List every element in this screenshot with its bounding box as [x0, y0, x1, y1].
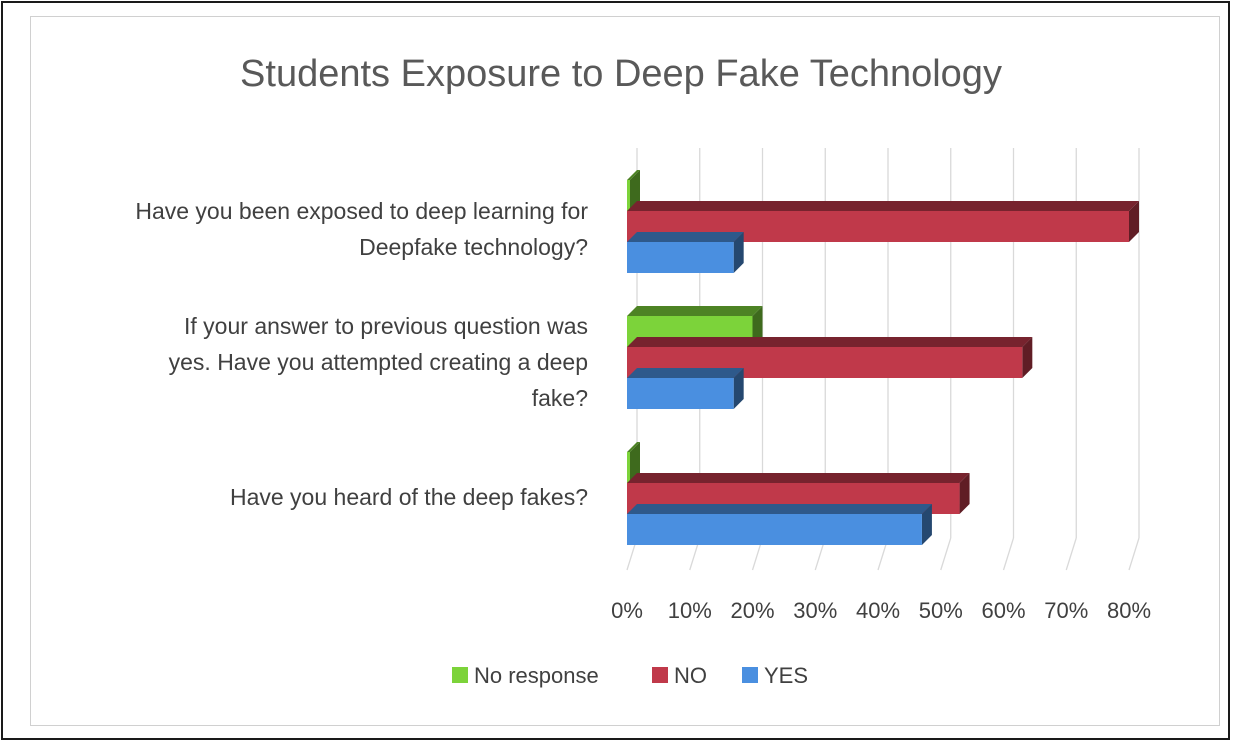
x-tick-label: 30%	[793, 598, 837, 623]
floor-gridline	[1002, 537, 1015, 571]
x-axis-ticks: 0% 10% 20% 30% 40% 50% 60% 70% 80%	[611, 598, 1151, 623]
floor-gridline	[1065, 537, 1077, 571]
bar-no-response	[627, 442, 640, 483]
x-tick-label: 20%	[730, 598, 774, 623]
x-tick-label: 0%	[611, 598, 643, 623]
legend-swatch	[652, 667, 668, 683]
legend-item: No response	[452, 663, 599, 688]
chart-area	[30, 16, 1220, 726]
category-labels: Have you been exposed to deep learning f…	[135, 198, 588, 510]
category-label: yes. Have you attempted creating a deep	[169, 349, 588, 375]
bar-yes	[627, 504, 932, 545]
category-label: If your answer to previous question was	[184, 313, 588, 339]
x-tick-label: 10%	[668, 598, 712, 623]
category-label: Have you been exposed to deep learning f…	[135, 198, 588, 224]
legend-label: NO	[674, 663, 707, 688]
category-label: fake?	[532, 385, 588, 411]
x-tick-label: 80%	[1107, 598, 1151, 623]
chart-title: Students Exposure to Deep Fake Technolog…	[240, 53, 1002, 95]
category-label: Deepfake technology?	[359, 234, 588, 260]
legend-label: No response	[474, 663, 599, 688]
legend: No response NO YES	[452, 663, 808, 688]
legend-item: YES	[742, 663, 808, 688]
bar-no-response	[627, 170, 640, 211]
x-tick-label: 60%	[981, 598, 1025, 623]
bar-yes	[627, 368, 744, 409]
legend-label: YES	[764, 663, 808, 688]
floor-gridline	[1128, 537, 1140, 571]
category-label: Have you heard of the deep fakes?	[230, 484, 588, 510]
bar-layer	[627, 170, 1139, 545]
bar-no	[627, 201, 1139, 242]
x-tick-label: 50%	[919, 598, 963, 623]
x-tick-label: 40%	[856, 598, 900, 623]
bar-yes	[627, 232, 744, 273]
legend-item: NO	[652, 663, 707, 688]
x-tick-label: 70%	[1044, 598, 1088, 623]
legend-swatch	[742, 667, 758, 683]
legend-swatch	[452, 667, 468, 683]
floor-gridline	[940, 537, 952, 571]
